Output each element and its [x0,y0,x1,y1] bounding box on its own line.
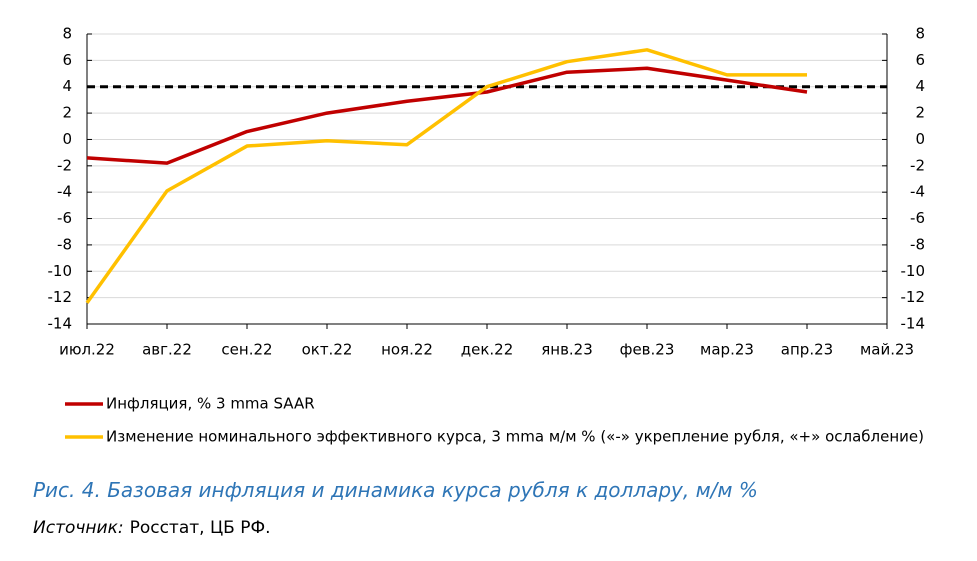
y-tick-label: 6 [62,51,72,69]
y2-tick-label: -4 [910,183,925,201]
x-tick-label: янв.23 [541,341,593,359]
y2-tick-label: -8 [910,235,925,253]
x-tick-label: июл.22 [59,341,115,359]
y2-tick-label: -14 [901,315,926,333]
x-tick-label: дек.22 [461,341,514,359]
y-tick-label: -8 [57,235,72,253]
y-tick-label: -2 [57,156,72,174]
y2-tick-label: -2 [910,156,925,174]
source: Источник: Росстат, ЦБ РФ. [33,518,271,538]
y-tick-label: 0 [62,130,72,148]
y-tick-label: 2 [62,104,72,122]
series-line [86,66,808,165]
series-line [85,48,807,304]
x-tick-label: сен.22 [221,341,272,359]
x-tick-label: авг.22 [142,341,192,359]
y2-tick-label: 6 [915,51,925,69]
x-tick-label: окт.22 [302,341,353,359]
y-tick-label: -4 [57,183,72,201]
x-tick-label: фев.23 [620,341,675,359]
x-tick-label: май.23 [860,341,914,359]
y-tick-label: -14 [48,315,73,333]
y-tick-label: -10 [48,262,73,280]
legend-label: Изменение номинального эффективного курс… [106,428,924,446]
y-tick-label: -6 [57,209,72,227]
x-tick-label: ноя.22 [381,341,433,359]
y2-tick-label: -6 [910,209,925,227]
y2-tick-label: 0 [915,130,925,148]
y-tick-label: -12 [48,288,73,306]
y2-tick-label: -10 [901,262,926,280]
y-tick-label: 4 [62,77,72,95]
y2-tick-label: 2 [915,104,925,122]
y-tick-label: 8 [62,25,72,43]
legend-label: Инфляция, % 3 mma SAAR [106,395,315,413]
source-label: Источник: [33,518,124,538]
chart: -14 -12 -10 -8 -6 -4 -2 0 2 4 6 8 -14 -12 -10 -8 -6 -4 -2 0… [48,25,926,446]
source-text: Росстат, ЦБ РФ. [129,518,271,538]
x-tick-label: мар.23 [700,341,754,359]
y2-tick-label: 4 [915,77,925,95]
y2-tick-label: 8 [915,25,925,43]
caption: Рис. 4. Базовая инфляция и динамика курс… [33,478,758,502]
x-tick-label: апр.23 [781,341,833,359]
y2-tick-label: -12 [901,288,926,306]
